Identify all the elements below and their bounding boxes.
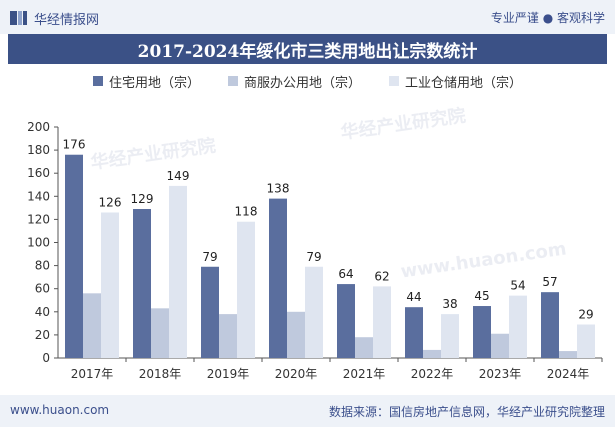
legend-item-industrial: 工业仓储用地（宗） <box>389 72 523 91</box>
footer-source: 数据来源：国信房地产信息网，华经产业研究院整理 <box>328 405 605 419</box>
data-label: 38 <box>442 297 457 311</box>
bar-2 <box>559 351 577 358</box>
legend-swatch-industrial <box>389 76 399 86</box>
y-tick-label: 160 <box>27 166 50 180</box>
x-tick-label: 2021年 <box>343 367 386 381</box>
y-tick-label: 60 <box>35 282 50 296</box>
bar-1 <box>337 284 355 358</box>
data-label: 29 <box>578 308 593 322</box>
y-tick-label: 80 <box>35 259 50 273</box>
bar-3 <box>237 221 255 358</box>
data-label: 64 <box>338 267 353 281</box>
bar-1 <box>541 292 559 358</box>
huajing-logo-icon <box>10 11 27 25</box>
footer-url: www.huaon.com <box>10 403 110 417</box>
bar-3 <box>509 295 527 358</box>
bar-3 <box>441 314 459 358</box>
bar-1 <box>65 154 83 358</box>
legend-label-industrial: 工业仓储用地（宗） <box>405 75 523 91</box>
bar-3 <box>577 324 595 358</box>
legend-label-commercial: 商服办公用地（宗） <box>243 75 361 91</box>
data-label: 118 <box>235 205 258 219</box>
data-label: 45 <box>474 289 489 303</box>
y-tick-label: 120 <box>27 212 50 226</box>
data-label: 138 <box>267 182 290 196</box>
x-tick-label: 2023年 <box>479 367 522 381</box>
legend-swatch-commercial <box>227 76 238 86</box>
bar-2 <box>287 311 305 358</box>
bar-1 <box>473 306 491 358</box>
data-label: 57 <box>542 275 557 289</box>
data-label: 79 <box>202 250 217 264</box>
x-tick-label: 2020年 <box>275 367 318 381</box>
x-tick-label: 2024年 <box>547 367 590 381</box>
x-tick-label: 2018年 <box>139 367 182 381</box>
data-label: 54 <box>510 279 525 293</box>
bar-3 <box>101 212 119 358</box>
x-tick-label: 2022年 <box>411 367 454 381</box>
y-tick-label: 100 <box>27 236 50 250</box>
bar-3 <box>305 266 323 358</box>
bar-1 <box>405 307 423 358</box>
footer-bar: www.huaon.com 数据来源：国信房地产信息网，华经产业研究院整理 <box>0 395 615 427</box>
y-tick-label: 0 <box>42 351 50 365</box>
bar-2 <box>83 293 101 358</box>
bar-2 <box>219 314 237 358</box>
chart-legend: 住宅用地（宗） 商服办公用地（宗） 工业仓储用地（宗） <box>0 72 615 91</box>
data-label: 129 <box>131 192 154 206</box>
legend-item-commercial: 商服办公用地（宗） <box>227 72 361 91</box>
y-tick-label: 20 <box>35 328 50 342</box>
chart-title: 2017-2024年绥化市三类用地出让宗数统计 <box>8 34 607 64</box>
bar-1 <box>133 209 151 358</box>
bar-2 <box>491 333 509 358</box>
data-label: 126 <box>99 195 122 209</box>
data-label: 62 <box>374 269 389 283</box>
y-tick-label: 180 <box>27 143 50 157</box>
logo-text: 华经情报网 <box>34 12 100 28</box>
header-bar: 华经情报网 专业严谨 ● 客观科学 <box>0 0 615 34</box>
bar-2 <box>355 337 373 358</box>
bar-3 <box>169 185 187 358</box>
y-tick-label: 200 <box>27 120 50 134</box>
bar-1 <box>201 266 219 358</box>
legend-swatch-residential <box>92 76 103 86</box>
bar-2 <box>151 308 169 358</box>
tagline: 专业严谨 ● 客观科学 <box>490 11 605 25</box>
data-label: 149 <box>167 169 190 183</box>
data-label: 79 <box>306 250 321 264</box>
x-tick-label: 2017年 <box>71 367 114 381</box>
y-tick-label: 40 <box>35 305 50 319</box>
x-tick-label: 2019年 <box>207 367 250 381</box>
legend-item-residential: 住宅用地（宗） <box>92 72 200 91</box>
legend-label-residential: 住宅用地（宗） <box>108 75 200 91</box>
data-label: 44 <box>406 290 421 304</box>
logo: 华经情报网 <box>10 9 100 28</box>
data-label: 176 <box>63 138 86 152</box>
bar-3 <box>373 286 391 358</box>
bar-1 <box>269 198 287 358</box>
bar-2 <box>423 349 441 358</box>
y-tick-label: 140 <box>27 189 50 203</box>
